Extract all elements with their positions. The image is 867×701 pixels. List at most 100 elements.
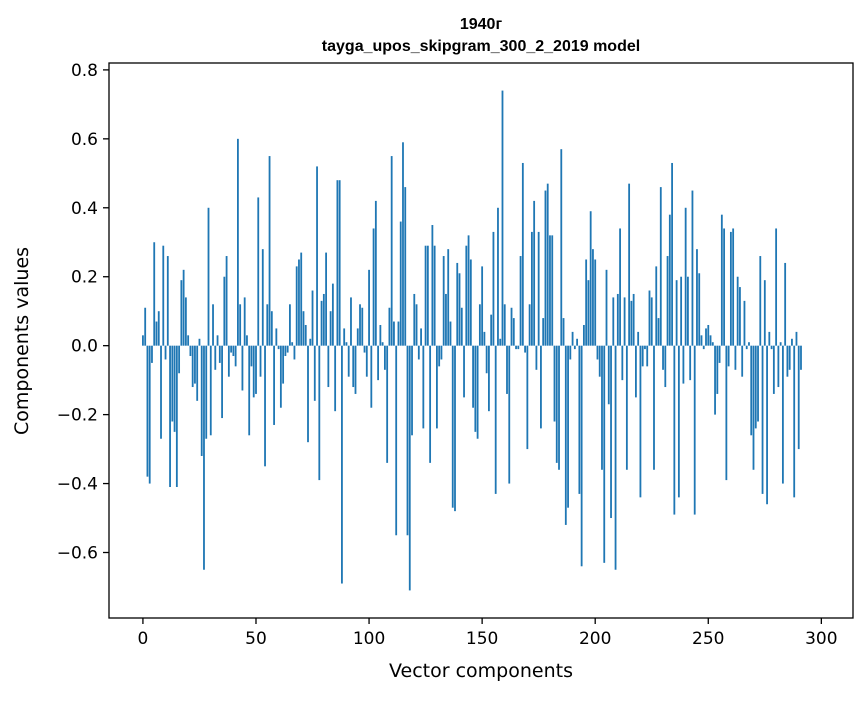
bar-component-164 — [512, 318, 515, 346]
bar-component-268 — [748, 342, 750, 346]
bar-component-90 — [345, 342, 348, 346]
bar-component-225 — [650, 297, 653, 346]
bar-component-167 — [519, 256, 522, 346]
bar-component-274 — [761, 345, 764, 494]
bar-component-38 — [227, 345, 230, 377]
bar-component-198 — [589, 211, 592, 346]
bar-component-35 — [221, 345, 223, 419]
bar-component-65 — [289, 304, 291, 346]
bar-component-236 — [675, 280, 678, 346]
bar-component-155 — [492, 231, 495, 346]
bar-component-17 — [180, 280, 183, 346]
bar-component-159 — [501, 90, 504, 346]
bar-component-282 — [779, 342, 782, 346]
bar-component-242 — [689, 345, 692, 381]
bar-component-145 — [469, 259, 472, 346]
bar-component-235 — [673, 345, 676, 515]
bar-component-144 — [467, 235, 470, 346]
bar-component-54 — [264, 345, 266, 467]
bar-component-286 — [788, 345, 791, 370]
bar-component-168 — [521, 162, 524, 346]
bar-component-92 — [350, 297, 352, 346]
bar-component-108 — [386, 345, 389, 463]
bar-component-71 — [302, 311, 305, 346]
bar-component-173 — [533, 200, 536, 346]
bar-component-212 — [621, 345, 624, 381]
bar-component-56 — [268, 156, 271, 346]
bar-component-245 — [696, 249, 698, 346]
bar-component-219 — [637, 331, 640, 346]
bar-component-258 — [725, 345, 728, 481]
bar-component-110 — [390, 156, 393, 346]
bar-component-231 — [664, 345, 667, 388]
bar-component-188 — [567, 345, 569, 508]
bar-component-122 — [417, 345, 420, 360]
bar-component-191 — [573, 345, 576, 350]
bar-component-30 — [209, 345, 212, 436]
bar-component-68 — [295, 266, 298, 346]
bar-component-265 — [741, 345, 744, 377]
y-tick-label: 0.6 — [71, 130, 98, 150]
bar-component-244 — [693, 345, 696, 515]
bar-component-19 — [184, 297, 187, 346]
bar-component-193 — [578, 345, 581, 494]
bar-component-123 — [420, 328, 422, 346]
bar-component-23 — [194, 345, 196, 384]
bar-component-22 — [191, 345, 194, 388]
x-tick-label: 100 — [353, 629, 385, 649]
bar-component-58 — [273, 345, 275, 425]
bar-component-194 — [580, 345, 583, 567]
bar-component-59 — [275, 328, 278, 346]
bar-component-64 — [286, 345, 289, 353]
bar-component-278 — [770, 345, 773, 350]
bar-component-169 — [524, 345, 526, 353]
bar-component-29 — [207, 207, 210, 346]
bar-component-83 — [329, 311, 332, 346]
bar-component-47 — [248, 345, 251, 436]
bar-component-102 — [372, 228, 375, 346]
bar-component-180 — [549, 235, 551, 346]
bar-component-213 — [623, 297, 626, 346]
chart-title-line1: 1940г — [460, 16, 503, 33]
bar-component-50 — [255, 345, 257, 394]
x-tick-label: 50 — [245, 629, 267, 649]
bar-component-133 — [442, 256, 445, 346]
bar-component-11 — [166, 256, 169, 346]
bar-component-206 — [607, 345, 610, 405]
bar-component-63 — [284, 345, 287, 357]
y-tick-label: 0.4 — [71, 199, 98, 219]
bar-component-229 — [659, 187, 662, 346]
bar-component-57 — [270, 311, 273, 346]
bar-component-196 — [585, 259, 588, 346]
bar-component-60 — [277, 345, 280, 350]
bar-component-124 — [422, 345, 425, 429]
y-tick-label: −0.4 — [57, 475, 98, 495]
bar-component-72 — [304, 324, 307, 346]
bar-component-276 — [766, 345, 768, 505]
bar-component-264 — [739, 287, 741, 346]
bar-component-26 — [200, 345, 203, 456]
bar-component-119 — [411, 345, 413, 436]
bar-component-154 — [490, 314, 493, 346]
bar-component-208 — [612, 297, 615, 346]
bar-component-281 — [777, 345, 780, 388]
bar-component-177 — [542, 318, 545, 346]
bar-component-183 — [555, 345, 558, 463]
bar-component-77 — [316, 166, 318, 346]
bar-component-138 — [454, 345, 456, 512]
bar-component-9 — [162, 245, 165, 346]
bar-component-79 — [320, 300, 323, 346]
bar-component-44 — [241, 345, 244, 391]
bar-component-106 — [381, 342, 384, 346]
bar-component-43 — [239, 304, 242, 346]
bar-component-27 — [203, 345, 205, 570]
bar-component-255 — [718, 345, 721, 363]
bar-component-216 — [630, 300, 633, 346]
bar-component-117 — [406, 345, 409, 536]
bar-component-111 — [393, 321, 395, 346]
bar-component-20 — [187, 335, 190, 346]
bar-component-182 — [553, 345, 556, 422]
bar-component-24 — [196, 345, 199, 401]
bar-component-256 — [720, 214, 723, 346]
